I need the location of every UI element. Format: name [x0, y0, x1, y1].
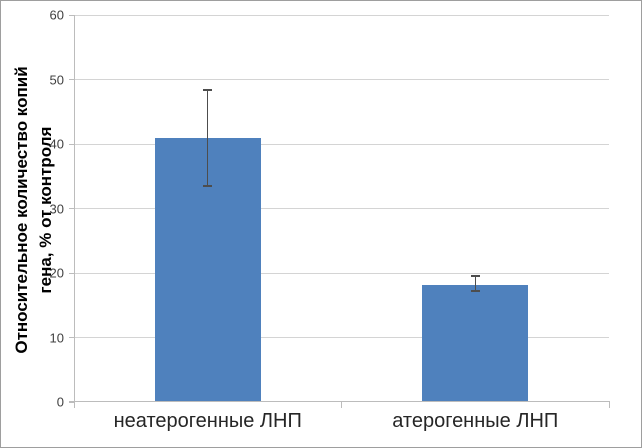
y-tick-label: 20	[49, 265, 64, 281]
y-tick-mark	[69, 143, 74, 145]
y-tick-label: 10	[49, 330, 64, 345]
gridline	[74, 14, 609, 16]
gridline	[74, 143, 609, 145]
error-bar-line	[474, 275, 476, 292]
y-tick-mark	[69, 272, 74, 274]
gridline	[74, 208, 609, 209]
category-label: неатерогенные ЛНП	[113, 410, 302, 432]
error-bar-cap-bottom	[470, 290, 480, 293]
y-tick-label: 50	[49, 72, 64, 87]
y-tick-label: 30	[49, 201, 64, 216]
gridline	[74, 272, 609, 274]
error-bar-cap-bottom	[203, 184, 213, 187]
y-tick-mark	[69, 208, 74, 209]
bar	[422, 284, 529, 402]
error-bar-line	[207, 90, 209, 186]
y-tick-label: 40	[49, 136, 64, 152]
x-tick-mark	[341, 402, 342, 408]
error-bar-cap-top	[470, 274, 480, 277]
gridline	[74, 79, 609, 80]
y-tick-mark	[69, 79, 74, 80]
y-tick-label: 60	[49, 7, 64, 23]
y-tick-label: 0	[56, 394, 64, 410]
y-axis-line	[74, 15, 75, 408]
error-bar-cap-top	[203, 89, 213, 92]
x-axis-line	[69, 401, 610, 402]
y-tick-mark	[69, 337, 74, 338]
x-tick-mark	[608, 402, 610, 408]
y-tick-mark	[69, 14, 74, 16]
y-tick-mark	[69, 401, 74, 403]
category-label: атерогенные ЛНП	[392, 410, 559, 432]
gridline	[74, 337, 609, 338]
